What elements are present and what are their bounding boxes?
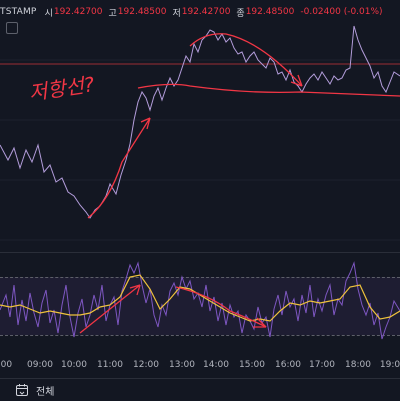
oscillator-pane[interactable] <box>0 255 400 355</box>
time-tick: 15:00 <box>239 360 265 370</box>
lower-level-line <box>0 335 400 336</box>
oscillator-svg[interactable] <box>0 255 400 355</box>
close-key: 종 <box>236 8 245 19</box>
time-tick: 09:00 <box>27 360 53 370</box>
low-key: 저 <box>172 8 181 19</box>
upper-level-line <box>0 277 400 278</box>
symbol-label[interactable]: TSTAMP <box>0 7 37 17</box>
oscillator-fast-line[interactable] <box>0 261 400 340</box>
price-series-line[interactable] <box>0 25 400 219</box>
calendar-icon <box>16 384 28 396</box>
time-tick: 18:00 <box>345 360 371 370</box>
osc-up-arrow-head <box>129 284 141 296</box>
time-tick: 14:00 <box>203 360 229 370</box>
time-tick: 11:00 <box>97 360 123 370</box>
close-value: 192.48500 <box>245 7 295 17</box>
range-all-button[interactable]: 전체 <box>36 386 55 398</box>
collapse-legend-icon[interactable] <box>6 22 18 34</box>
time-tick: 12:00 <box>133 360 159 370</box>
ohlc-legend: TSTAMP 시 192.42700 고 192.48500 저 192.427… <box>0 4 389 20</box>
time-tick: 16:00 <box>275 360 301 370</box>
pullback-curve[interactable] <box>189 33 303 87</box>
time-tick: 19:0 <box>379 360 400 370</box>
low-value: 192.42700 <box>181 7 231 17</box>
price-grid <box>0 59 400 241</box>
change-value: -0.02400 (-0.01%) <box>300 7 383 17</box>
open-value: 192.42700 <box>53 7 103 17</box>
uptrend-arrow-head <box>140 117 151 130</box>
calendar-range-icon[interactable] <box>14 382 30 398</box>
pullback-arrow-head <box>290 74 303 87</box>
time-tick: 13:00 <box>169 360 195 370</box>
pane-separator[interactable] <box>0 252 400 253</box>
osc-up-arrow[interactable] <box>79 284 141 334</box>
bottom-toolbar: 전체 <box>0 378 400 401</box>
osc-down-arrow-head <box>253 317 267 328</box>
annotation-drawings[interactable] <box>87 33 400 219</box>
oscillator-annotations[interactable] <box>79 284 267 334</box>
open-key: 시 <box>44 8 53 19</box>
handwritten-note: 저항선? <box>27 72 96 105</box>
time-tick: 10:00 <box>61 360 87 370</box>
osc-down-arrow[interactable] <box>175 286 267 328</box>
time-tick: 17:00 <box>309 360 335 370</box>
price-chart-svg[interactable]: 저항선? <box>0 0 400 250</box>
time-axis[interactable]: 8:00 09:00 10:00 11:00 12:00 13:00 14:00… <box>0 358 400 374</box>
time-tick: 8:00 <box>0 360 13 370</box>
oscillator-slow-line[interactable] <box>0 274 400 322</box>
resistance-line[interactable] <box>137 83 400 97</box>
price-pane[interactable]: 저항선? <box>0 0 400 250</box>
uptrend-arrow[interactable] <box>87 117 151 219</box>
high-key: 고 <box>108 8 117 19</box>
high-value: 192.48500 <box>117 7 167 17</box>
